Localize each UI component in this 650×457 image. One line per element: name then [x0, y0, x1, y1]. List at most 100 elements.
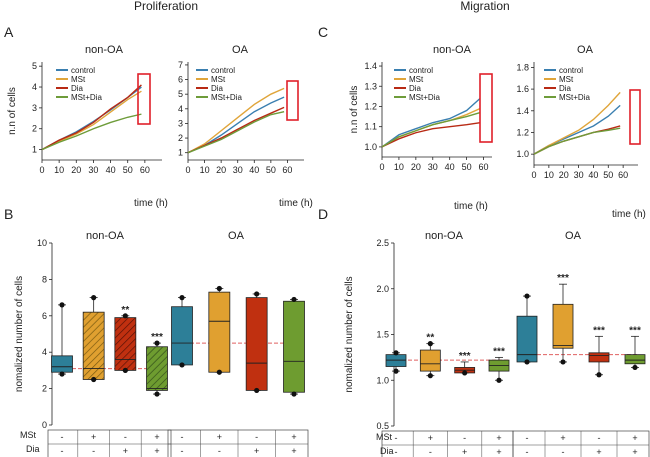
c2-series-mst: [533, 91, 621, 155]
c2-legend-label: Dia: [559, 84, 572, 93]
b-box-outlier: [291, 391, 297, 397]
c2-xtick-label: 60: [618, 170, 628, 180]
c1-ytick-label: 1.4: [364, 61, 377, 71]
b-ytick-label: 8: [42, 274, 47, 284]
c1-ylabel: n.n of cells: [349, 86, 360, 134]
d-design-mst-cell: +: [496, 433, 501, 443]
c2-xtick-label: 10: [544, 170, 554, 180]
a2-ytick-label: 5: [178, 89, 183, 99]
a2-ytick-label: 4: [178, 104, 183, 114]
b-box: [208, 291, 231, 373]
c2-ytick-label: 1.0: [516, 149, 529, 159]
a2-xtick-label: 20: [216, 165, 226, 175]
c1-ytick-label: 1.0: [364, 142, 377, 152]
a1-ytick-label: 5: [32, 61, 37, 71]
d-box: [385, 354, 407, 367]
b-design-mst-cell: +: [154, 432, 159, 442]
a2-legend-label: MSt+Dia: [211, 93, 242, 102]
b-design-dia-cell: -: [92, 446, 95, 456]
b-ytick-label: 4: [42, 347, 47, 357]
b-box-outlier: [59, 302, 65, 308]
b-box-outlier: [179, 295, 185, 301]
b-box: [114, 317, 137, 371]
c2-ytick-label: 1.4: [516, 106, 529, 116]
d-box-outlier: [496, 377, 502, 383]
c1-ytick-label: 1.1: [364, 122, 377, 132]
c2-highlight-box: [629, 89, 641, 145]
c2-ytick-label: 1.2: [516, 127, 529, 137]
b-box-outlier: [59, 371, 65, 377]
c1-series-mst-dia: [381, 111, 481, 148]
d-ytick-label: 0.5: [376, 421, 389, 431]
row-label-mst-b: MSt: [20, 430, 37, 440]
a1-xtick-label: 30: [88, 165, 98, 175]
d-box-outlier: [427, 373, 433, 379]
a1-xtick-label: 0: [39, 165, 44, 175]
a2-ytick-label: 3: [178, 118, 183, 128]
panel-letter-c: C: [318, 24, 328, 40]
c2-legend-label: MSt: [559, 75, 574, 84]
d-design-mst-cell: +: [560, 433, 565, 443]
a1-xlabel: time (h): [134, 198, 168, 209]
d-ytick-label: 2.0: [376, 284, 389, 294]
b-box-outlier: [154, 340, 160, 346]
d-box: [588, 352, 610, 363]
b-ytick-label: 0: [42, 420, 47, 430]
c1-legend-label: MSt+Dia: [409, 93, 440, 102]
d-design-mst-cell: +: [632, 433, 637, 443]
a2-legend-label: control: [211, 66, 235, 75]
b-ytick-label: 2: [42, 384, 47, 394]
a1-series-mst: [41, 90, 142, 151]
row-label-dia-b: Dia: [26, 444, 40, 454]
b-box-outlier: [122, 367, 128, 373]
d-design-mst-cell: -: [463, 433, 466, 443]
c2-ytick-label: 1.6: [516, 84, 529, 94]
c2-title: OA: [577, 44, 594, 56]
b-design-dia-cell: +: [154, 446, 159, 456]
a2-series-dia: [187, 106, 285, 154]
c2-series-mst-dia: [533, 127, 621, 155]
d-box-outlier: [393, 368, 399, 374]
d-box-outlier: [393, 350, 399, 356]
row-label-mst-d: MSt: [376, 432, 393, 442]
d-box-outlier: [427, 341, 433, 347]
b-box-outlier: [291, 296, 297, 303]
d-box-significance: ***: [629, 325, 641, 336]
d-ytick-label: 1.0: [376, 375, 389, 385]
c2-legend-label: control: [559, 66, 583, 75]
b-ylabel: nomalized number of cells: [14, 276, 25, 392]
b-design-dia-cell: -: [181, 446, 184, 456]
a1-ytick-label: 3: [32, 103, 37, 113]
d-box-outlier: [632, 364, 638, 371]
d-ylabel: nomalized number of cells: [344, 276, 355, 392]
d-design-mst-cell: -: [526, 433, 529, 443]
d-design-dia-cell: +: [462, 447, 467, 457]
a1-series-mst-dia: [41, 113, 142, 151]
c1-xtick-label: 30: [428, 162, 438, 172]
a2-xtick-label: 40: [249, 165, 259, 175]
b-design-dia-cell: +: [291, 446, 296, 456]
b-box-outlier: [91, 376, 97, 383]
row-label-dia-d: Dia: [380, 446, 394, 456]
panel-letter-d: D: [318, 206, 328, 222]
b-box-outlier: [179, 362, 185, 368]
a2-title: OA: [232, 44, 249, 56]
d-ytick-label: 1.5: [376, 330, 389, 340]
d-group-title: OA: [565, 230, 582, 242]
d-box-significance: **: [426, 333, 434, 344]
a1-xtick-label: 50: [123, 165, 133, 175]
b-box-significance: **: [121, 305, 129, 316]
a1-legend-label: MSt+Dia: [71, 93, 102, 102]
d-box: [516, 315, 538, 363]
d-box-outlier: [524, 359, 530, 365]
c2-xtick-label: 50: [603, 170, 613, 180]
d-box-significance: ***: [557, 273, 569, 284]
b-box: [82, 311, 105, 380]
d-ytick-label: 2.5: [376, 238, 389, 248]
a1-xtick-label: 20: [71, 165, 81, 175]
b-design-dia-cell: -: [218, 446, 221, 456]
c2-ytick-label: 1.8: [516, 62, 529, 72]
d-box-outlier: [524, 293, 530, 299]
a2-xtick-label: 50: [266, 165, 276, 175]
d-box: [419, 349, 441, 372]
